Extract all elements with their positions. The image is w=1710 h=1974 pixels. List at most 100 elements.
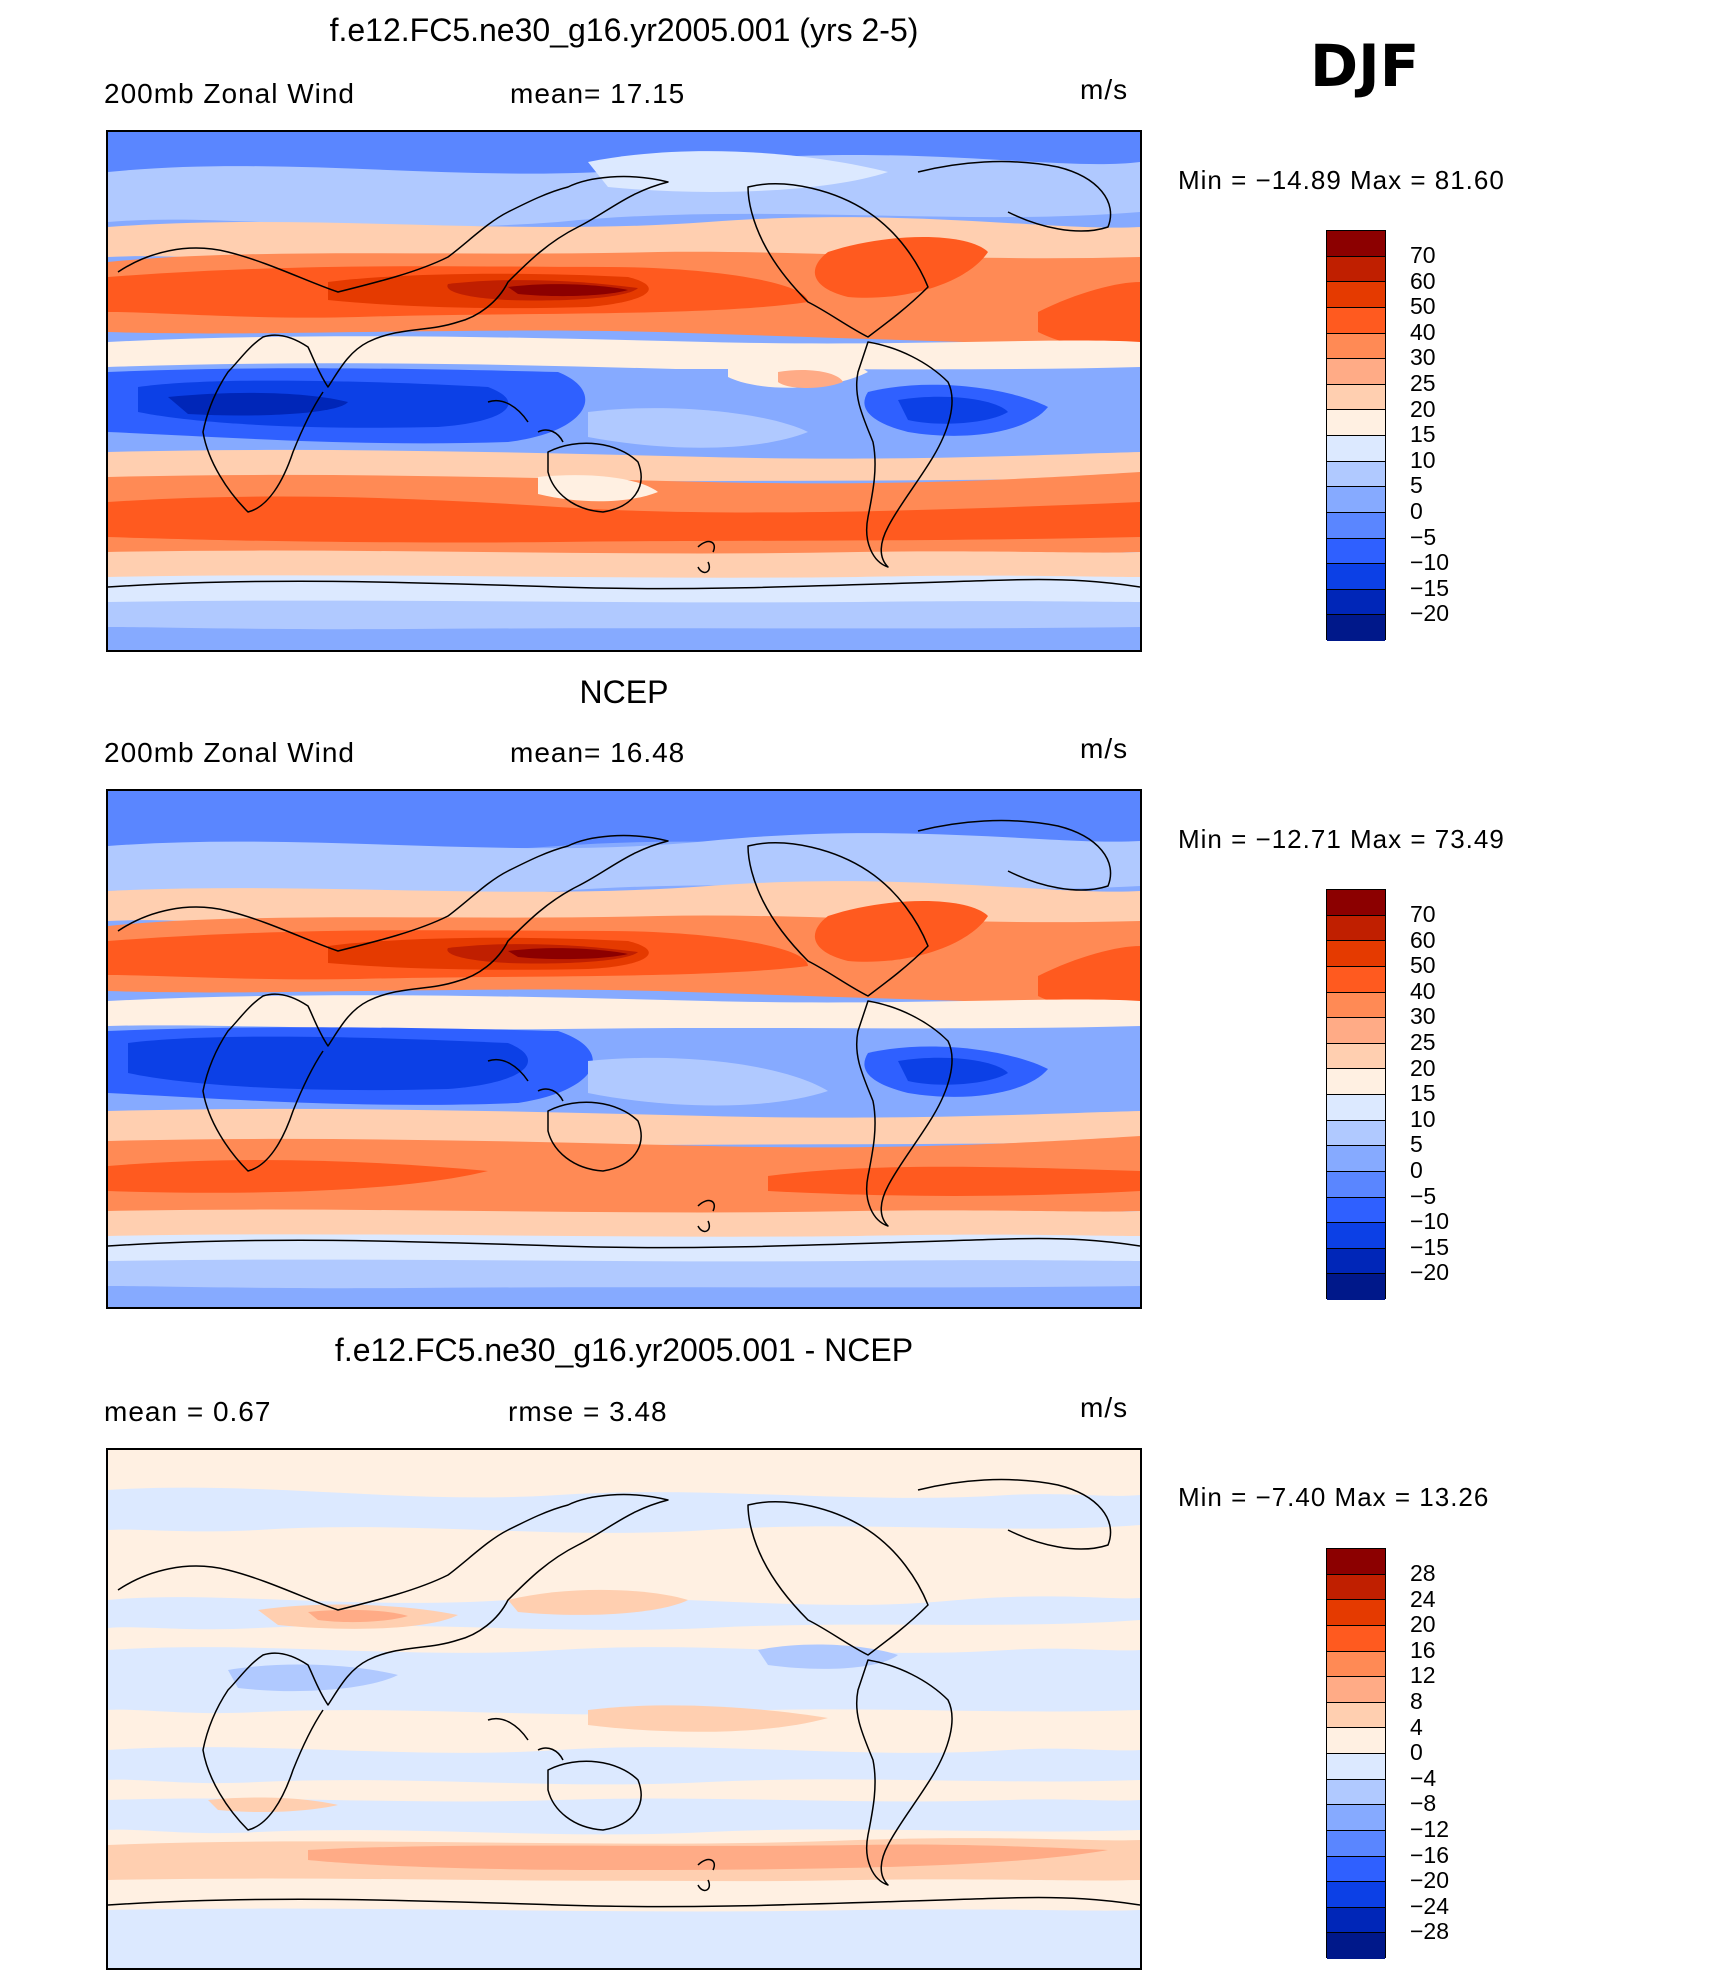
panel-3-rmse: rmse = 3.48 (508, 1396, 668, 1427)
colorbar-swatch (1327, 333, 1385, 360)
colorbar-swatch (1327, 1018, 1385, 1044)
panel-1-colorbar (1326, 230, 1386, 641)
season-label: DJF (1310, 32, 1420, 100)
colorbar-swatch (1327, 615, 1385, 641)
colorbar-swatch (1327, 307, 1385, 334)
colorbar-label: 50 (1410, 952, 1436, 978)
colorbar-swatch (1327, 1754, 1385, 1780)
colorbar-swatch (1327, 1223, 1385, 1249)
colorbar-label: −5 (1410, 524, 1437, 550)
colorbar-swatch (1327, 1095, 1385, 1121)
colorbar-label: 0 (1410, 498, 1423, 524)
colorbar-label: 5 (1410, 1131, 1423, 1157)
panel-1-minmax: Min = −14.89 Max = 81.60 (1178, 165, 1505, 195)
panel-2-minmax: Min = −12.71 Max = 73.49 (1178, 824, 1505, 854)
colorbar-swatch (1327, 1805, 1385, 1831)
panel-3-map (106, 1448, 1142, 1970)
colorbar-swatch (1327, 1574, 1385, 1601)
colorbar-label: 10 (1410, 447, 1436, 473)
colorbar-label: −5 (1410, 1183, 1437, 1209)
colorbar-swatch (1327, 256, 1385, 283)
panel-3-units: m/s (1080, 1392, 1129, 1423)
colorbar-label: 10 (1410, 1106, 1436, 1132)
colorbar-label: 24 (1410, 1586, 1436, 1612)
panel-2-colorbar (1326, 889, 1386, 1300)
colorbar-swatch (1327, 1274, 1385, 1300)
colorbar-swatch (1327, 1856, 1385, 1883)
colorbar-swatch (1327, 1882, 1385, 1908)
colorbar-label: −12 (1410, 1816, 1450, 1842)
colorbar-label: 15 (1410, 421, 1436, 447)
colorbar-swatch (1327, 564, 1385, 590)
colorbar-label: 60 (1410, 927, 1436, 953)
colorbar-label: −10 (1410, 1208, 1450, 1234)
colorbar-label: 16 (1410, 1637, 1436, 1663)
colorbar-swatch (1327, 966, 1385, 993)
colorbar-swatch (1327, 1728, 1385, 1754)
colorbar-label: 20 (1410, 1055, 1436, 1081)
colorbar-label: 20 (1410, 1611, 1436, 1637)
colorbar-swatch (1327, 1907, 1385, 1934)
colorbar-swatch (1327, 436, 1385, 462)
panel-1-units: m/s (1080, 74, 1129, 105)
colorbar-swatch (1327, 1933, 1385, 1959)
colorbar-swatch (1327, 1702, 1385, 1729)
panel-1-map (106, 130, 1142, 652)
colorbar-label: 12 (1410, 1662, 1436, 1688)
colorbar-label: −24 (1410, 1893, 1450, 1919)
colorbar-swatch (1327, 1171, 1385, 1198)
colorbar-label: 5 (1410, 472, 1423, 498)
colorbar-label: −4 (1410, 1765, 1437, 1791)
colorbar-swatch (1327, 410, 1385, 436)
colorbar-swatch (1327, 538, 1385, 565)
colorbar-label: 25 (1410, 370, 1436, 396)
colorbar-label: 25 (1410, 1029, 1436, 1055)
colorbar-swatch (1327, 1248, 1385, 1275)
colorbar-swatch (1327, 461, 1385, 488)
panel-2-map (106, 789, 1142, 1309)
colorbar-swatch (1327, 1197, 1385, 1224)
panel-1-mean: mean= 17.15 (510, 78, 686, 109)
colorbar-label: 0 (1410, 1157, 1423, 1183)
colorbar-swatch (1327, 487, 1385, 513)
panel-3-mean: mean = 0.67 (104, 1396, 272, 1427)
colorbar-swatch (1327, 915, 1385, 942)
colorbar-label: 4 (1410, 1714, 1423, 1740)
colorbar-label: 70 (1410, 901, 1436, 927)
panel-2-variable-label: 200mb Zonal Wind (104, 737, 356, 768)
colorbar-swatch (1327, 1120, 1385, 1147)
colorbar-label: 70 (1410, 242, 1436, 268)
panel-2-title: NCEP (579, 674, 669, 710)
colorbar-label: −10 (1410, 549, 1450, 575)
panel-2-mean: mean= 16.48 (510, 737, 686, 768)
panel-3-title: f.e12.FC5.ne30_g16.yr2005.001 - NCEP (334, 1332, 914, 1368)
colorbar-swatch (1327, 512, 1385, 539)
panel-2-units: m/s (1080, 733, 1129, 764)
colorbar-label: −16 (1410, 1842, 1450, 1868)
colorbar-label: −8 (1410, 1790, 1437, 1816)
colorbar-label: −20 (1410, 1867, 1450, 1893)
colorbar-label: 40 (1410, 978, 1436, 1004)
colorbar-label: 28 (1410, 1560, 1436, 1586)
colorbar-swatch (1327, 231, 1385, 257)
panel-3-minmax: Min = −7.40 Max = 13.26 (1178, 1482, 1490, 1512)
colorbar-label: −28 (1410, 1918, 1450, 1944)
colorbar-label: 60 (1410, 268, 1436, 294)
panel-1-variable-label: 200mb Zonal Wind (104, 78, 356, 109)
colorbar-swatch (1327, 1549, 1385, 1575)
colorbar-label: −20 (1410, 1259, 1450, 1285)
colorbar-swatch (1327, 282, 1385, 308)
colorbar-swatch (1327, 941, 1385, 967)
colorbar-swatch (1327, 384, 1385, 411)
panel-1-title: f.e12.FC5.ne30_g16.yr2005.001 (yrs 2-5) (329, 12, 919, 48)
colorbar-label: 20 (1410, 396, 1436, 422)
colorbar-swatch (1327, 1779, 1385, 1806)
colorbar-swatch (1327, 992, 1385, 1019)
colorbar-label: −20 (1410, 600, 1450, 626)
colorbar-label: 50 (1410, 293, 1436, 319)
colorbar-swatch (1327, 1677, 1385, 1703)
colorbar-label: 8 (1410, 1688, 1423, 1714)
colorbar-label: −15 (1410, 575, 1450, 601)
colorbar-label: 40 (1410, 319, 1436, 345)
colorbar-swatch (1327, 1600, 1385, 1626)
